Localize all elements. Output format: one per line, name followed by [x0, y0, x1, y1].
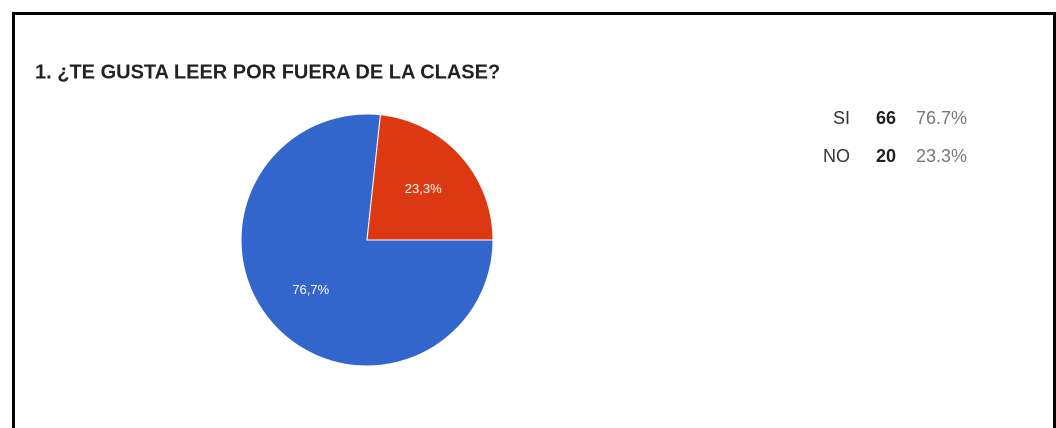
legend-count: 66 [876, 108, 896, 128]
slice-label: 76,7% [292, 282, 329, 297]
pie: 76,7% 23,3% [240, 113, 494, 367]
legend-label: NO [823, 146, 850, 166]
chart-title: 1. ¿TE GUSTA LEER POR FUERA DE LA CLASE? [35, 61, 500, 83]
legend: SI 66 76.7% NO 20 23.3% [823, 108, 967, 166]
legend-count: 20 [876, 146, 896, 166]
legend-percent: 23.3% [916, 146, 967, 166]
frame [12, 12, 1056, 428]
legend-percent: 76.7% [916, 108, 967, 128]
legend-label: SI [833, 108, 850, 128]
slice-label: 23,3% [405, 181, 442, 196]
pie-slice [366, 114, 494, 241]
